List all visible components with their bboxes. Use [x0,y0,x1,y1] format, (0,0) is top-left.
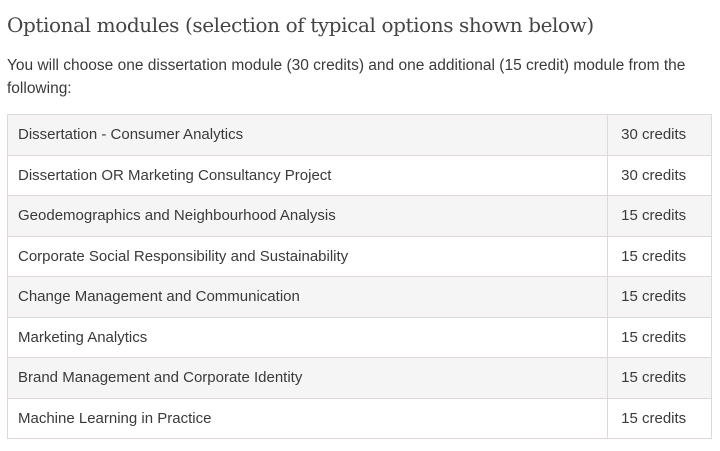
module-name: Marketing Analytics [6,316,609,358]
module-name: Dissertation OR Marketing Consultancy Pr… [6,154,609,196]
module-credits: 15 credits [607,397,712,439]
module-credits: 15 credits [607,235,712,277]
module-credits: 15 credits [607,357,712,399]
module-name: Corporate Social Responsibility and Sust… [6,235,609,277]
table-row: Corporate Social Responsibility and Sust… [6,235,712,277]
module-credits: 15 credits [607,316,712,358]
modules-table: Dissertation - Consumer Analytics 30 cre… [6,114,712,439]
module-credits: 15 credits [607,195,712,237]
section-heading: Optional modules (selection of typical o… [7,13,594,37]
module-name: Machine Learning in Practice [6,397,609,439]
module-credits: 15 credits [607,276,712,318]
intro-text: You will choose one dissertation module … [7,57,686,97]
module-name: Dissertation - Consumer Analytics [6,114,609,156]
table-row: Geodemographics and Neighbourhood Analys… [6,195,712,237]
table-row: Dissertation OR Marketing Consultancy Pr… [6,154,712,196]
table-row: Marketing Analytics 15 credits [6,316,712,358]
module-credits: 30 credits [607,114,712,156]
optional-modules-section: Optional modules (selection of typical o… [7,0,712,100]
module-name: Brand Management and Corporate Identity [6,357,609,399]
table-row: Dissertation - Consumer Analytics 30 cre… [6,114,712,156]
table-row: Change Management and Communication 15 c… [6,276,712,318]
table-row: Brand Management and Corporate Identity … [6,357,712,399]
module-name: Geodemographics and Neighbourhood Analys… [6,195,609,237]
module-credits: 30 credits [607,154,712,196]
module-name: Change Management and Communication [6,276,609,318]
table-row: Machine Learning in Practice 15 credits [6,397,712,439]
